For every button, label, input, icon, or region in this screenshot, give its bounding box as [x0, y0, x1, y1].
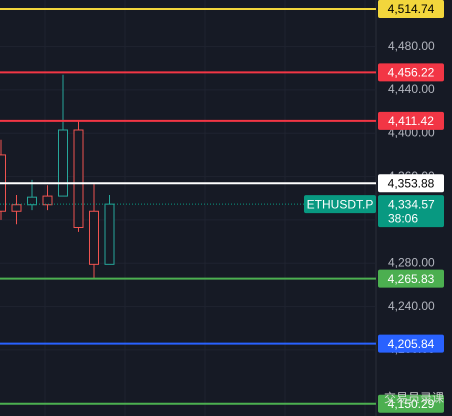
price-label: 4,205.84 — [388, 337, 435, 351]
price-label-box — [378, 394, 444, 413]
candle-body — [42, 195, 53, 206]
price-label: 4,150.29 — [388, 397, 435, 411]
price-label: 4,514.74 — [388, 2, 435, 16]
symbol-label: ETHUSDT.P — [307, 197, 374, 211]
price-label: 4,353.88 — [388, 176, 435, 190]
candle-body — [89, 210, 99, 265]
price-label-box — [378, 174, 444, 193]
watermark: 交易员录课 — [384, 390, 444, 405]
y-tick-label: 4,440.00 — [388, 82, 435, 96]
price-label: 4,265.83 — [388, 272, 435, 286]
y-tick-label: 4,280.00 — [388, 255, 435, 269]
price-label-box — [378, 334, 444, 353]
price-label-box — [378, 63, 444, 82]
countdown-label: 38:06 — [388, 211, 418, 225]
price-label: 4,456.22 — [388, 66, 435, 80]
candle-body — [104, 203, 115, 265]
candle-body — [27, 196, 37, 206]
candle-body — [11, 204, 22, 212]
y-tick-label: 4,480.00 — [388, 39, 435, 53]
price-label-box — [378, 269, 444, 288]
candle-body — [58, 129, 68, 197]
price-label-box — [378, 111, 444, 130]
candle-body — [73, 129, 84, 228]
last-price-label: 4,334.57 — [388, 197, 435, 211]
price-label-box — [378, 0, 444, 18]
last-price-box — [378, 195, 444, 228]
price-label: 4,411.42 — [388, 114, 434, 128]
y-tick-label: 4,240.00 — [388, 299, 435, 313]
symbol-box — [304, 195, 376, 214]
